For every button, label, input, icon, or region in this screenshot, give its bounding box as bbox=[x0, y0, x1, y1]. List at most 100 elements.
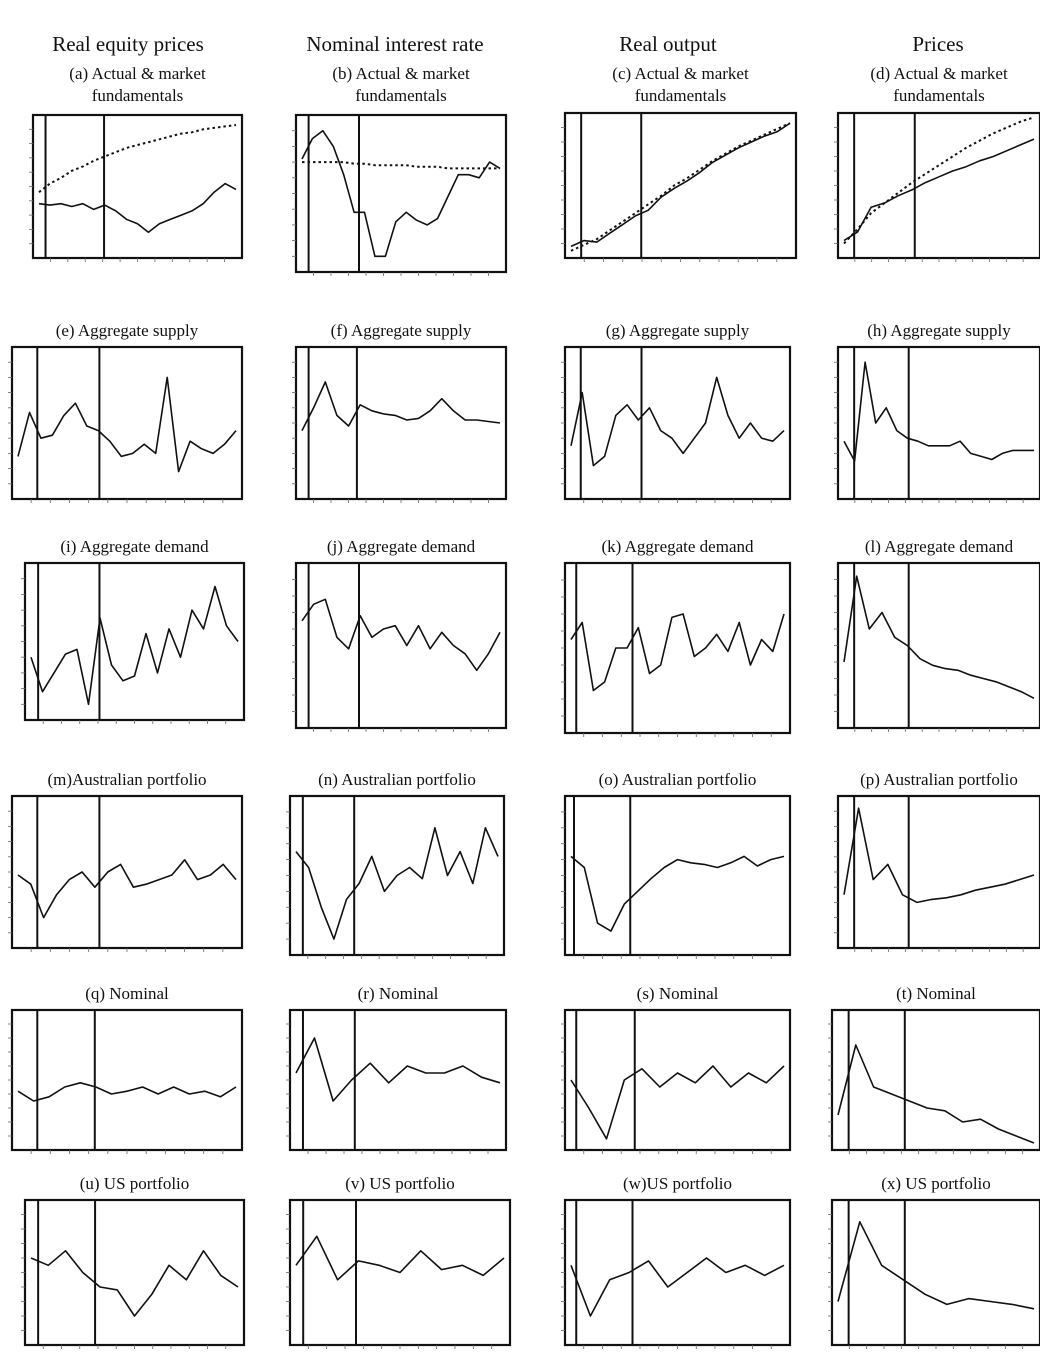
chart-panel: (o) Australian portfolio bbox=[561, 770, 792, 959]
actual-series-line bbox=[837, 1221, 1035, 1310]
actual-series-line bbox=[30, 1250, 239, 1317]
fundamentals-series-line bbox=[570, 122, 791, 252]
panel-title: (k) Aggregate demand bbox=[602, 537, 754, 556]
plot-frame bbox=[563, 561, 792, 735]
chart-panel: (u) US portfolio bbox=[21, 1174, 246, 1349]
panel-title: (x) US portfolio bbox=[881, 1174, 991, 1193]
panel-title: (s) Nominal bbox=[637, 984, 719, 1003]
chart-panel: (s) Nominal bbox=[561, 984, 792, 1154]
panel-title: (v) US portfolio bbox=[345, 1174, 455, 1193]
chart-panel: (f) Aggregate supply bbox=[292, 321, 508, 503]
plot-frame bbox=[23, 1198, 246, 1347]
panel-title: (h) Aggregate supply bbox=[867, 321, 1011, 340]
column-title: Prices bbox=[912, 32, 963, 56]
chart-panel: (k) Aggregate demand bbox=[561, 537, 792, 737]
actual-series-line bbox=[295, 826, 499, 940]
chart-panel: (j) Aggregate demand bbox=[292, 537, 508, 732]
plot-frame bbox=[830, 1198, 1040, 1347]
actual-series-line bbox=[837, 1044, 1035, 1144]
plot-frame bbox=[563, 1198, 792, 1347]
plot-frame bbox=[836, 345, 1040, 501]
plot-frame bbox=[10, 345, 244, 501]
actual-series-line bbox=[295, 1235, 505, 1281]
panel-title: (c) Actual & market bbox=[612, 64, 749, 83]
chart-panel: (n) Australian portfolio bbox=[286, 770, 506, 959]
panel-title: (i) Aggregate demand bbox=[60, 537, 209, 556]
column-titles: Real equity prices Nominal interest rate… bbox=[52, 32, 963, 56]
panel-title: fundamentals bbox=[893, 86, 985, 105]
chart-panel: (x) US portfolio bbox=[828, 1174, 1040, 1349]
chart-panel: (t) Nominal bbox=[828, 984, 1040, 1154]
panel-title: (a) Actual & market bbox=[69, 64, 206, 83]
chart-panel: (r) Nominal bbox=[286, 984, 508, 1154]
actual-series-line bbox=[843, 807, 1035, 904]
actual-series-line bbox=[38, 182, 237, 234]
chart-panel: (h) Aggregate supply bbox=[834, 321, 1040, 503]
plot-frame bbox=[31, 113, 244, 260]
chart-panel: (e) Aggregate supply bbox=[8, 321, 244, 503]
panel-title: (d) Actual & market bbox=[870, 64, 1008, 83]
plot-frame bbox=[288, 1008, 508, 1152]
column-title: Nominal interest rate bbox=[306, 32, 483, 56]
plot-frame bbox=[294, 561, 508, 730]
panel-title: (o) Australian portfolio bbox=[599, 770, 757, 789]
chart-panel: (b) Actual & market fundamentals bbox=[292, 64, 508, 276]
panel-title: fundamentals bbox=[635, 86, 727, 105]
panel-title: (m)Australian portfolio bbox=[47, 770, 206, 789]
plot-frame bbox=[563, 345, 792, 501]
fundamentals-series-line bbox=[843, 116, 1035, 245]
panel-title: (w)US portfolio bbox=[623, 1174, 732, 1193]
fundamentals-series-line bbox=[302, 161, 500, 170]
plot-frame bbox=[836, 111, 1040, 260]
chart-panel: (c) Actual & market fundamentals bbox=[561, 64, 798, 262]
actual-series-line bbox=[30, 585, 239, 706]
plot-frame bbox=[10, 1008, 244, 1152]
actual-series-line bbox=[301, 129, 501, 258]
panel-title: (b) Actual & market bbox=[332, 64, 470, 83]
panel-title: (t) Nominal bbox=[896, 984, 976, 1003]
actual-series-line bbox=[570, 376, 785, 467]
chart-panel: (i) Aggregate demand bbox=[21, 537, 246, 724]
panel-title: fundamentals bbox=[355, 86, 447, 105]
actual-series-line bbox=[570, 613, 785, 692]
column-title: Real equity prices bbox=[52, 32, 204, 56]
actual-series-line bbox=[843, 138, 1035, 242]
panel-title: (r) Nominal bbox=[358, 984, 439, 1003]
chart-panel: (v) US portfolio bbox=[286, 1174, 512, 1349]
chart-panel: (l) Aggregate demand bbox=[834, 537, 1040, 732]
actual-series-line bbox=[17, 376, 237, 473]
chart-panel: (m)Australian portfolio bbox=[8, 770, 244, 952]
actual-series-line bbox=[570, 1065, 785, 1140]
actual-series-line bbox=[843, 361, 1034, 462]
actual-series-line bbox=[295, 1037, 501, 1102]
panel-title: (e) Aggregate supply bbox=[56, 321, 199, 340]
panel-title: (n) Australian portfolio bbox=[318, 770, 476, 789]
plot-frame bbox=[294, 345, 508, 501]
panel-title: fundamentals bbox=[92, 86, 184, 105]
plot-frame bbox=[10, 794, 244, 950]
actual-series-line bbox=[570, 1257, 785, 1317]
chart-panel: (w)US portfolio bbox=[561, 1174, 792, 1349]
actual-series-line bbox=[17, 858, 237, 919]
chart-panel: (q) Nominal bbox=[8, 984, 244, 1154]
panel-title: (f) Aggregate supply bbox=[331, 321, 472, 340]
panel-title: (j) Aggregate demand bbox=[327, 537, 476, 556]
plot-frame bbox=[563, 1008, 792, 1152]
plot-frame bbox=[563, 794, 792, 957]
fundamentals-series-line bbox=[38, 124, 237, 193]
chart-panel: (p) Australian portfolio bbox=[834, 770, 1040, 952]
column-title: Real output bbox=[619, 32, 717, 56]
actual-series-line bbox=[301, 381, 501, 431]
actual-series-line bbox=[843, 575, 1035, 700]
panel-title: (g) Aggregate supply bbox=[606, 321, 750, 340]
chart-panel: (a) Actual & market fundamentals bbox=[29, 64, 244, 262]
panel-title: (p) Australian portfolio bbox=[860, 770, 1018, 789]
panel-title: (q) Nominal bbox=[85, 984, 169, 1003]
plot-frame bbox=[836, 794, 1040, 950]
panel-title: (l) Aggregate demand bbox=[865, 537, 1014, 556]
actual-series-line bbox=[570, 855, 785, 932]
plot-frame bbox=[836, 561, 1040, 730]
chart-panel: (g) Aggregate supply bbox=[561, 321, 792, 503]
